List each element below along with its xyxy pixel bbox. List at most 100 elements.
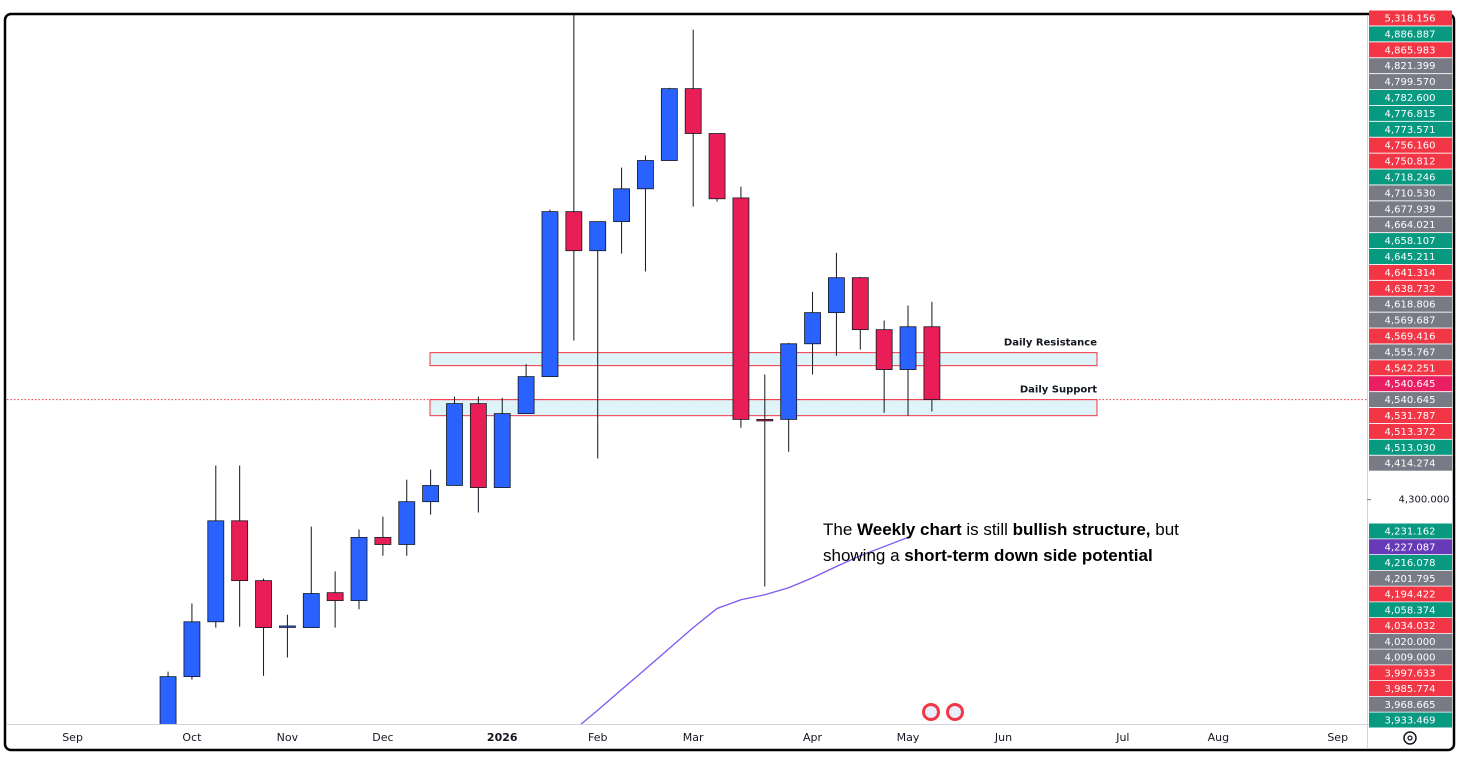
price-tag xyxy=(1369,586,1452,602)
price-tag xyxy=(1369,523,1452,539)
candle-body xyxy=(875,329,893,370)
zone xyxy=(429,352,1098,367)
price-tag xyxy=(1369,423,1452,439)
price-tag xyxy=(1369,10,1452,26)
candle-body xyxy=(446,403,463,486)
gear-ring xyxy=(1403,731,1417,745)
price-tag-label: 4,227.087 xyxy=(1385,542,1436,553)
candle-body xyxy=(398,501,416,545)
price-tag xyxy=(1369,455,1452,471)
price-tag xyxy=(1369,153,1452,169)
price-tag-label: 4,618.806 xyxy=(1385,300,1436,311)
annotation-segment: The xyxy=(823,520,857,539)
price-tag-label: 4,569.416 xyxy=(1385,332,1436,343)
x-tick-label: Feb xyxy=(588,731,607,744)
price-tag xyxy=(1369,26,1452,42)
price-tag-label: 4,513.030 xyxy=(1385,443,1436,454)
price-tag-label: 4,718.246 xyxy=(1385,173,1436,184)
event-icons xyxy=(922,703,964,721)
candle-body xyxy=(756,419,774,422)
price-tag xyxy=(1369,137,1452,153)
candle-body xyxy=(207,520,225,623)
candle-body xyxy=(350,537,368,601)
moving-average-line xyxy=(580,536,909,724)
axes: 4,300.000 Sep Oct Nov Dec 2026 Feb Mar Apr May Jun… xyxy=(7,10,1452,749)
price-tag-label: 4,776.815 xyxy=(1385,109,1436,120)
price-tag xyxy=(1369,376,1452,392)
price-tag-label: 4,216.078 xyxy=(1385,558,1436,569)
x-tick-label: Mar xyxy=(683,731,704,744)
candle-body xyxy=(660,88,678,161)
price-tag xyxy=(1369,649,1452,665)
price-tag-label: 4,540.645 xyxy=(1385,395,1436,406)
price-tag xyxy=(1369,392,1452,408)
x-tick-label: Sep xyxy=(62,731,83,744)
price-tag-label: 4,710.530 xyxy=(1385,188,1436,199)
price-tag xyxy=(1369,602,1452,618)
price-tag-label: 4,756.160 xyxy=(1385,141,1436,152)
price-tag xyxy=(1369,328,1452,344)
annotation: The Weekly chart is still bullish struct… xyxy=(823,520,1179,539)
price-tag-label: 4,058.374 xyxy=(1385,605,1436,616)
candle-body xyxy=(183,621,201,678)
price-tag-label: 4,231.162 xyxy=(1385,527,1436,538)
price-tag-label: 4,414.274 xyxy=(1385,459,1436,470)
candle-body xyxy=(279,625,296,628)
annotation-segment: bullish structure, xyxy=(1013,520,1151,539)
candle-body xyxy=(565,211,583,252)
price-tag-label: 4,638.732 xyxy=(1385,284,1436,295)
price-tag-label: 4,865.983 xyxy=(1385,45,1436,56)
candle-body xyxy=(637,160,654,190)
price-tag xyxy=(1369,201,1452,217)
zone-label: Daily Support xyxy=(1020,385,1097,396)
candle-body xyxy=(780,343,798,420)
price-tag-label: 4,020.000 xyxy=(1385,637,1436,648)
price-tag-label: 4,034.032 xyxy=(1385,621,1436,632)
price-tag xyxy=(1369,264,1452,280)
settings-icon[interactable] xyxy=(1403,731,1417,745)
annotation: showing a short-term down side potential xyxy=(823,546,1153,565)
x-tick-label: May xyxy=(897,731,920,744)
candle-body xyxy=(828,277,845,314)
annotation-segment: short-term down side potential xyxy=(904,546,1152,565)
candle-body xyxy=(923,326,941,401)
event-icon-inner xyxy=(925,706,937,718)
price-tag-label: 4,531.787 xyxy=(1385,411,1436,422)
plot-area: Daily Resistance Daily Support xyxy=(7,15,1367,724)
annotation-segment: showing a xyxy=(823,546,904,565)
annotation-segment: but xyxy=(1151,520,1180,539)
frame xyxy=(3,12,1456,752)
candle-body xyxy=(469,403,487,488)
candle-body xyxy=(708,133,726,200)
price-tag-label: 4,773.571 xyxy=(1385,125,1436,136)
price-tag xyxy=(1369,344,1452,360)
candle-body xyxy=(493,413,511,488)
price-tag xyxy=(1369,539,1452,555)
x-tick-label: 2026 xyxy=(487,731,518,744)
x-tick-label: Nov xyxy=(277,731,299,744)
candle-body xyxy=(517,376,535,414)
candle-body xyxy=(326,592,344,601)
candle-body xyxy=(231,520,249,582)
price-tag-label: 4,677.939 xyxy=(1385,204,1436,215)
x-tick-label: Aug xyxy=(1208,731,1229,744)
price-tag-label: 4,555.767 xyxy=(1385,347,1436,358)
price-tag-label: 4,009.000 xyxy=(1385,653,1436,664)
price-tag xyxy=(1369,681,1452,696)
price-tag xyxy=(1369,90,1452,105)
price-tag-label: 4,569.687 xyxy=(1385,316,1436,327)
price-tag xyxy=(1369,696,1452,712)
price-tag xyxy=(1369,280,1452,296)
x-tick-label: Apr xyxy=(803,731,823,744)
candle-body xyxy=(732,197,750,420)
price-tag xyxy=(1369,570,1452,586)
price-tag-label: 3,968.665 xyxy=(1385,700,1436,711)
x-tick-label: Dec xyxy=(372,731,393,744)
candle-body xyxy=(374,537,392,545)
candle-body xyxy=(851,277,869,331)
candle-body xyxy=(302,593,320,628)
price-tag xyxy=(1369,58,1452,74)
price-tag-label: 4,645.211 xyxy=(1385,252,1436,263)
candle-body xyxy=(255,580,272,628)
